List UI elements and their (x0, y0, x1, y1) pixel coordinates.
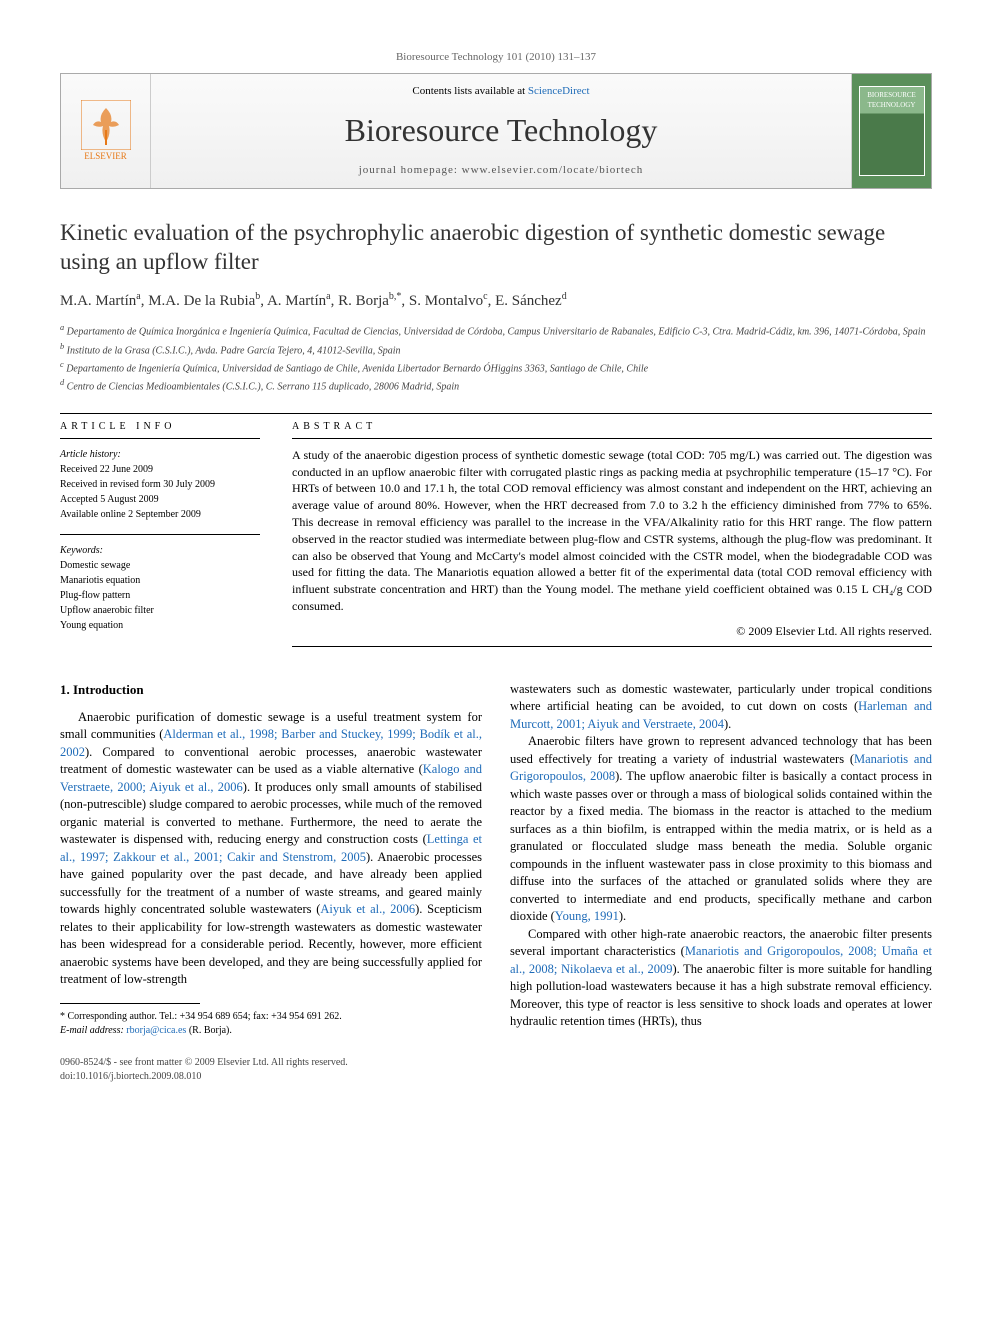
section-heading: 1. Introduction (60, 681, 482, 699)
abstract-copyright: © 2009 Elsevier Ltd. All rights reserved… (292, 623, 932, 640)
article-info: ARTICLE INFO Article history: Received 2… (60, 420, 260, 653)
article-info-heading: ARTICLE INFO (60, 420, 260, 434)
journal-homepage: journal homepage: www.elsevier.com/locat… (171, 163, 831, 178)
footnotes: * Corresponding author. Tel.: +34 954 68… (60, 1010, 482, 1038)
journal-name: Bioresource Technology (171, 108, 831, 153)
page-footer: 0960-8524/$ - see front matter © 2009 El… (60, 1056, 932, 1084)
abstract-text: A study of the anaerobic digestion proce… (292, 447, 932, 615)
masthead: ELSEVIER Contents lists available at Sci… (60, 73, 932, 189)
sciencedirect-link[interactable]: ScienceDirect (528, 85, 590, 97)
keywords: Keywords: Domestic sewage Manariotis equ… (60, 543, 260, 633)
abstract-heading: ABSTRACT (292, 420, 932, 434)
article-history: Article history: Received 22 June 2009 R… (60, 447, 260, 522)
article-title: Kinetic evaluation of the psychrophylic … (60, 219, 932, 277)
body-column-right: wastewaters such as domestic wastewater,… (510, 681, 932, 1038)
elsevier-tree-icon (81, 100, 131, 150)
cover-thumbnail: BIORESOURCE TECHNOLOGY (859, 86, 925, 176)
publisher-logo: ELSEVIER (61, 74, 151, 188)
body-paragraph: Anaerobic filters have grown to represen… (510, 733, 932, 926)
abstract: ABSTRACT A study of the anaerobic digest… (292, 420, 932, 653)
publisher-name: ELSEVIER (84, 150, 127, 163)
corresponding-email-link[interactable]: rborja@cica.es (126, 1025, 186, 1036)
body-paragraph: wastewaters such as domestic wastewater,… (510, 681, 932, 734)
journal-cover: BIORESOURCE TECHNOLOGY (851, 74, 931, 188)
affiliations: a Departamento de Química Inorgánica e I… (60, 322, 932, 394)
authors: M.A. Martína, M.A. De la Rubiab, A. Mart… (60, 290, 932, 312)
header-citation: Bioresource Technology 101 (2010) 131–13… (396, 50, 596, 65)
contents-line: Contents lists available at ScienceDirec… (171, 84, 831, 99)
body-column-left: 1. Introduction Anaerobic purification o… (60, 681, 482, 1038)
body-paragraph: Compared with other high-rate anaerobic … (510, 926, 932, 1031)
body-paragraph: Anaerobic purification of domestic sewag… (60, 709, 482, 989)
